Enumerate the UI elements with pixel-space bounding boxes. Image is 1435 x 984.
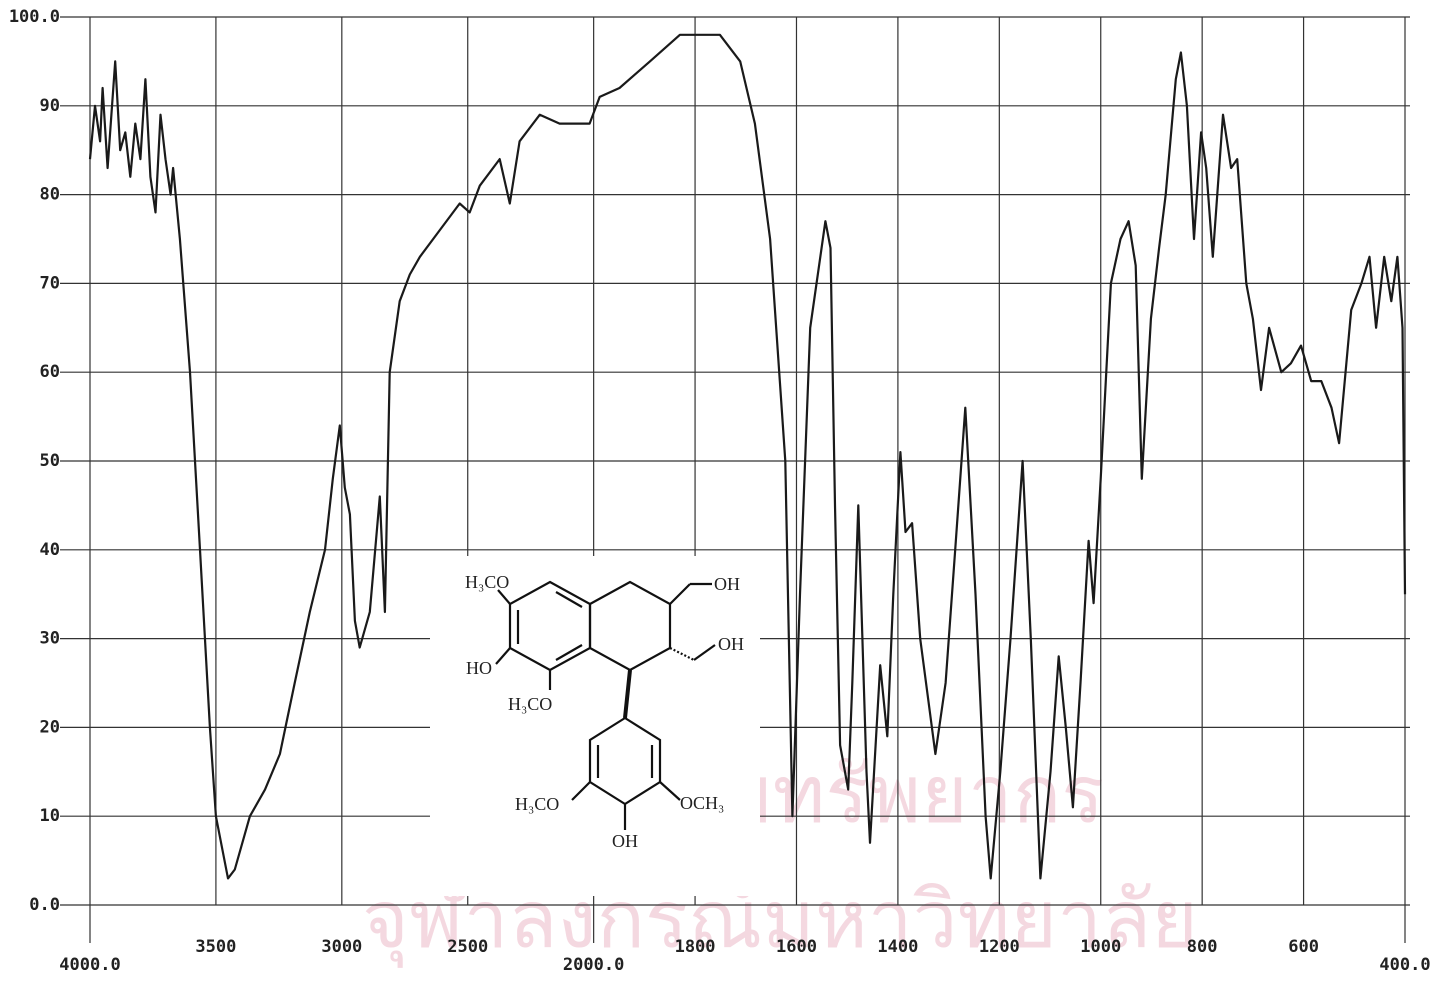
x-tick-label: 2500 (447, 937, 488, 957)
y-tick-label: 0.0 (29, 895, 60, 915)
x-tick-label: 1400 (877, 937, 918, 957)
x-tick-label: 4000.0 (59, 955, 120, 975)
structure-label: H₃CO (508, 694, 552, 714)
x-tick-label: 600 (1288, 937, 1319, 957)
y-tick-label: 70 (40, 273, 60, 293)
x-tick-label: 2000.0 (563, 955, 624, 975)
x-tick-label: 1000 (1080, 937, 1121, 957)
bond (555, 644, 583, 661)
y-tick-label: 50 (40, 451, 60, 471)
bond (571, 781, 591, 801)
bond (669, 647, 695, 661)
structure-label: HO (466, 658, 492, 678)
y-tick-label: 30 (40, 629, 60, 649)
structure-label: H₃CO (515, 794, 559, 814)
bond (623, 669, 632, 719)
bond (497, 589, 511, 605)
x-tick-label: 1200 (979, 937, 1020, 957)
structure: H₃CO OH OH HO H₃CO H₃CO OCH₃ OH (465, 572, 744, 851)
x-tick-label: 1800 (675, 937, 716, 957)
structure-label: H₃CO (465, 572, 509, 592)
bond (495, 647, 511, 665)
y-tick-label: 80 (40, 185, 60, 205)
spectrum-line (88, 33, 1407, 880)
structure-label: OCH₃ (680, 793, 724, 813)
y-tick-label: 10 (40, 806, 60, 826)
structure-label: OH (718, 634, 744, 654)
bond (669, 583, 691, 605)
y-tick-label: 40 (40, 540, 60, 560)
structure-background (430, 556, 760, 896)
y-tick-label: 60 (40, 362, 60, 382)
x-tick-label: 3000 (321, 937, 362, 957)
x-tick-label: 800 (1187, 937, 1218, 957)
y-tick-label: 90 (40, 96, 60, 116)
bond (693, 644, 716, 661)
bond (555, 591, 583, 608)
y-tick-label: 100.0 (9, 7, 60, 27)
x-tick-label: 400.0 (1379, 955, 1430, 975)
structure-label: OH (612, 831, 638, 851)
x-tick-label: 3500 (195, 937, 236, 957)
structure-label: OH (714, 574, 740, 594)
bond (659, 781, 681, 801)
x-tick-label: 1600 (776, 937, 817, 957)
y-tick-label: 20 (40, 717, 60, 737)
